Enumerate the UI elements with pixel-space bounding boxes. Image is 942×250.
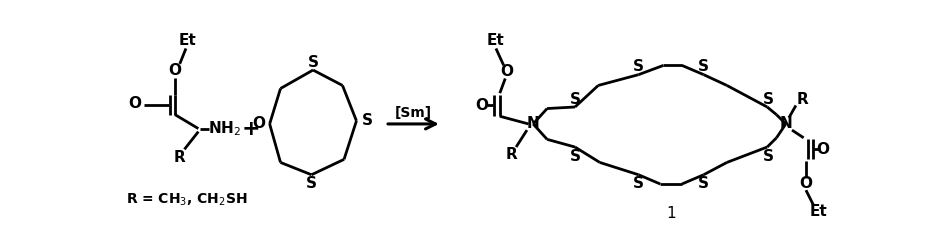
Text: S: S (763, 149, 774, 164)
Text: S: S (307, 55, 318, 70)
Text: R: R (506, 147, 517, 162)
Text: [Sm]: [Sm] (396, 106, 432, 120)
Text: Et: Et (809, 204, 827, 219)
Text: O: O (500, 64, 513, 79)
Text: S: S (306, 176, 317, 192)
Text: S: S (763, 92, 774, 107)
Text: O: O (252, 116, 266, 132)
Text: Et: Et (487, 33, 505, 48)
Text: S: S (633, 176, 644, 192)
Text: R = CH$_3$, CH$_2$SH: R = CH$_3$, CH$_2$SH (125, 191, 247, 208)
Text: NH$_2$: NH$_2$ (208, 119, 241, 138)
Text: R: R (797, 92, 809, 107)
Text: S: S (362, 113, 373, 128)
Text: O: O (817, 142, 830, 157)
Text: S: S (570, 92, 581, 107)
Text: O: O (476, 98, 489, 113)
Text: S: S (633, 60, 644, 74)
Text: O: O (169, 62, 182, 78)
Text: N: N (527, 116, 540, 132)
Text: O: O (128, 96, 141, 111)
Text: +: + (242, 118, 260, 139)
Text: R: R (174, 150, 186, 165)
Text: S: S (698, 176, 709, 192)
Text: O: O (800, 176, 812, 192)
Text: S: S (698, 60, 709, 74)
Text: N: N (779, 116, 792, 132)
Text: Et: Et (179, 33, 196, 48)
Text: 1: 1 (666, 206, 676, 221)
Text: S: S (570, 149, 581, 164)
